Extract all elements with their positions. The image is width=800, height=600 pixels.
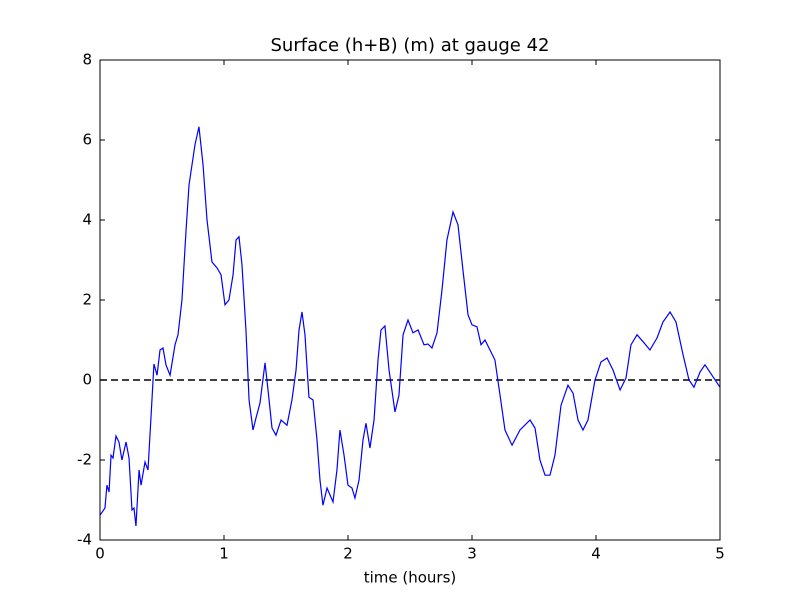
x-tick-label: 2 <box>343 545 353 563</box>
data-line <box>99 126 721 527</box>
y-tick-label: 4 <box>82 211 92 229</box>
x-axis-label: time (hours) <box>364 569 457 587</box>
x-tick-label: 4 <box>591 545 601 563</box>
chart-title: Surface (h+B) (m) at gauge 42 <box>271 35 550 56</box>
x-tick-label: 1 <box>219 545 229 563</box>
y-tick-label: 0 <box>82 371 92 389</box>
y-tick-label: -4 <box>77 531 92 549</box>
x-tick-label: 3 <box>467 545 477 563</box>
y-tick-label: 6 <box>82 131 92 149</box>
y-tick-label: -2 <box>77 451 92 469</box>
y-tick-label: 8 <box>82 51 92 69</box>
plot-frame <box>99 59 721 541</box>
x-tick-label: 0 <box>95 545 105 563</box>
x-tick-label: 5 <box>715 545 725 563</box>
y-tick-label: 2 <box>82 291 92 309</box>
